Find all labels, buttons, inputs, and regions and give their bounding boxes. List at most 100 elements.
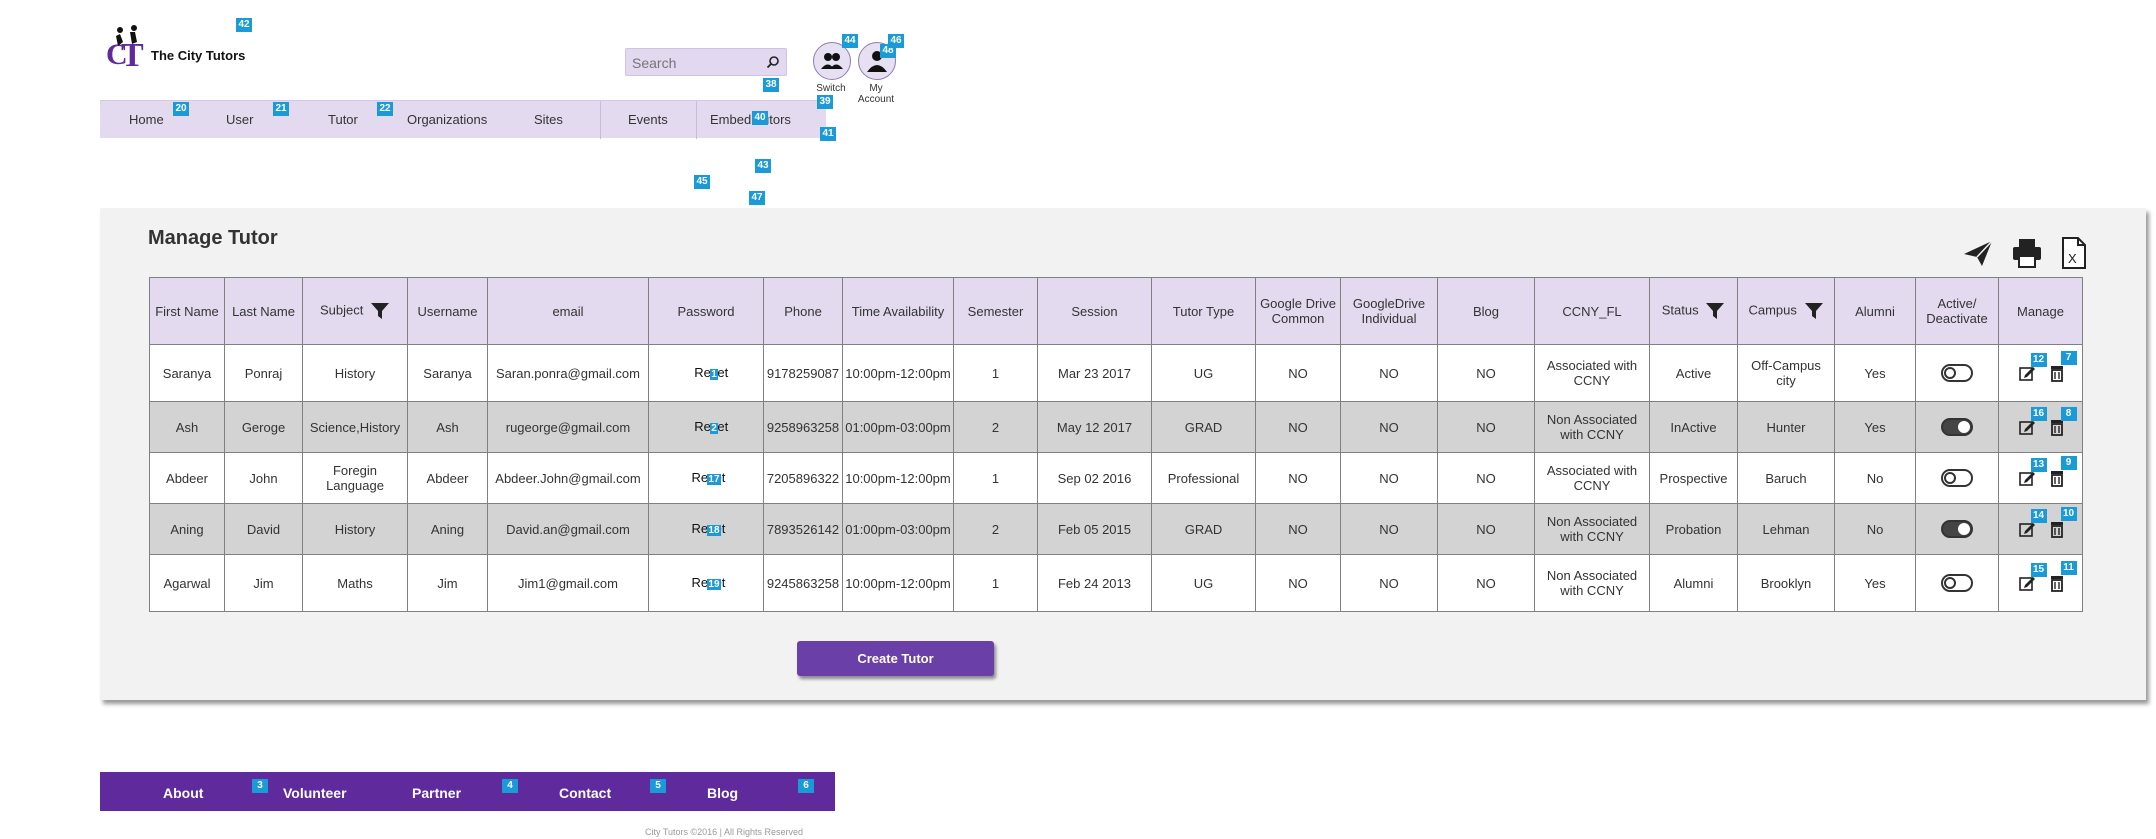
edit-icon[interactable] [2018,364,2037,382]
cell-first-name: Saranya [149,344,225,402]
create-tutor-button[interactable]: Create Tutor [797,641,994,676]
col-header-googledrive-individual[interactable]: GoogleDrive Individual [1340,277,1438,345]
footer-link-about[interactable]: About [163,785,204,801]
nav-item-events[interactable]: Events [628,112,668,127]
footer-link-blog[interactable]: Blog [707,785,739,801]
search-box[interactable] [625,48,787,76]
delete-icon[interactable] [2049,574,2065,592]
cell-alumni: No [1834,503,1916,555]
cell-status: Probation [1649,503,1738,555]
brand-logo[interactable]: C T The City Tutors [104,24,264,76]
cell-email: Abdeer.John@gmail.com [487,452,649,504]
edit-icon[interactable] [2018,574,2037,592]
delete-icon[interactable] [2049,418,2065,436]
send-icon[interactable] [1961,236,1995,270]
col-header-semester[interactable]: Semester [953,277,1038,345]
search-icon[interactable] [766,55,780,69]
cell-session: May 12 2017 [1037,401,1152,453]
cell-status: Active [1649,344,1738,402]
col-header-password[interactable]: Password [648,277,764,345]
cell-blog: NO [1437,401,1535,453]
nav-item-organizations[interactable]: Organizations [407,112,488,127]
filter-icon[interactable] [1705,301,1725,321]
page-title: Manage Tutor [148,227,278,249]
col-header-last-name[interactable]: Last Name [224,277,303,345]
cell-campus: Brooklyn [1737,554,1835,612]
filter-icon[interactable] [1804,301,1824,321]
edit-icon[interactable] [2018,469,2037,487]
cell-first-name: Agarwal [149,554,225,612]
cell-subject: Foregin Language [302,452,408,504]
annotation-marker: 22 [377,102,393,116]
nav-item-home[interactable]: Home [129,112,164,127]
col-header-status[interactable]: Status [1649,277,1738,345]
col-header-tutor-type[interactable]: Tutor Type [1151,277,1256,345]
annotation-marker: 19 [707,578,721,590]
nav-item-user[interactable]: User [226,112,254,127]
col-header-first-name[interactable]: First Name [149,277,225,345]
delete-icon[interactable] [2049,520,2065,538]
cell-subject-line2: Language [326,478,384,493]
col-header-ccny-fl[interactable]: CCNY_FL [1534,277,1650,345]
footer-link-volunteer[interactable]: Volunteer [283,785,347,801]
edit-icon[interactable] [2018,418,2037,436]
logo-icon: C T [106,25,144,74]
active-toggle[interactable] [1941,469,1973,487]
nav-item-embed-tutors[interactable]: Embed Tutors [710,112,791,127]
col-header-subject-label: Subject [320,302,364,318]
footer-link-contact[interactable]: Contact [559,785,612,801]
annotation-marker: 7 [2060,350,2077,365]
active-toggle[interactable] [1941,574,1973,592]
excel-icon[interactable]: X [2056,236,2090,270]
cell-blog: NO [1437,554,1535,612]
col-header-session[interactable]: Session [1037,277,1152,345]
cell-ccny-line1: Non Associated [1546,412,1638,427]
cell-time: 10:00pm-12:00pm [842,452,954,504]
print-icon[interactable] [2010,236,2044,270]
col-header-username[interactable]: Username [407,277,488,345]
cell-password: Reset1 [648,344,764,402]
cell-session: Mar 23 2017 [1037,344,1152,402]
search-input[interactable] [630,52,764,74]
cell-gdrive-common: NO [1255,452,1341,504]
col-header-time-availability[interactable]: Time Availability [842,277,954,345]
col-header-email[interactable]: email [487,277,649,345]
cell-ccny-line1: Non Associated [1546,514,1638,529]
switch-user-button[interactable] [813,42,851,80]
col-header-google-drive-common[interactable]: Google Drive Common [1255,277,1341,345]
table-row: Ash Geroge Science,History Ash rugeorge@… [149,401,2083,453]
delete-icon[interactable] [2049,469,2065,487]
annotation-marker: 13 [2030,457,2047,472]
filter-icon[interactable] [370,301,390,321]
cell-semester: 1 [953,554,1038,612]
active-toggle[interactable] [1941,418,1973,436]
col-header-subject[interactable]: Subject [302,277,408,345]
col-header-gdi-line2: Individual [1361,311,1417,326]
active-toggle[interactable] [1941,364,1973,382]
cell-phone: 9258963258 [763,401,843,453]
cell-blog: NO [1437,452,1535,504]
edit-icon[interactable] [2018,520,2037,538]
footer-link-partner[interactable]: Partner [412,785,462,801]
col-header-active-deactivate[interactable]: Active/ Deactivate [1915,277,1999,345]
nav-item-sites[interactable]: Sites [534,112,563,127]
cell-status: InActive [1649,401,1738,453]
col-header-phone[interactable]: Phone [763,277,843,345]
cell-gdrive-common: NO [1255,554,1341,612]
cell-last-name: John [224,452,303,504]
nav-divider [600,101,601,139]
cell-active [1915,503,1999,555]
cell-alumni: Yes [1834,401,1916,453]
col-header-campus[interactable]: Campus [1737,277,1835,345]
cell-time: 01:00pm-03:00pm [842,401,954,453]
delete-icon[interactable] [2049,364,2065,382]
cell-ccny-line2: CCNY [1573,478,1611,493]
tutor-table: First Name Last Name Subject Username em… [149,277,2083,612]
cell-alumni: Yes [1834,554,1916,612]
annotation-marker: 44 [842,34,858,48]
active-toggle[interactable] [1941,520,1973,538]
col-header-alumni[interactable]: Alumni [1834,277,1916,345]
col-header-blog[interactable]: Blog [1437,277,1535,345]
annotation-marker: 46 [888,34,904,48]
nav-item-tutor[interactable]: Tutor [328,112,358,127]
